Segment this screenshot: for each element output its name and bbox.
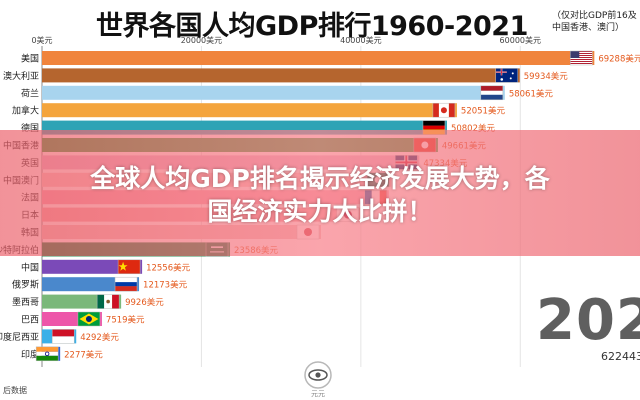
flag-ca-icon (432, 102, 456, 118)
value-label: 69288美元 (598, 54, 640, 65)
category-label: 澳大利亚 (3, 70, 39, 82)
value-label: 52051美元 (461, 106, 506, 117)
value-label: 12173美元 (143, 280, 188, 291)
bar-nl (42, 85, 505, 100)
value-label: 7519美元 (106, 315, 145, 326)
category-label: 中国 (21, 261, 39, 273)
category-label: 巴西 (21, 315, 39, 326)
bar-cn (42, 259, 143, 274)
value-label: 58061美元 (509, 88, 554, 99)
x-tick-label: 40000美元 (340, 35, 381, 45)
category-label: 荷兰 (21, 87, 39, 99)
category-label: 美国 (21, 53, 39, 65)
note-line-2: 中国香港、澳门） (552, 23, 625, 33)
value-label: 2277美元 (64, 349, 103, 360)
bar-ca (42, 103, 457, 118)
chart-title: 世界各国人均GDP排行1960-2021 (96, 11, 528, 42)
source-note: 后数据 (3, 386, 27, 395)
value-label: 59934美元 (524, 71, 569, 82)
bar-us (42, 51, 595, 65)
flag-mx-icon (96, 294, 120, 309)
bar-ru (42, 277, 140, 292)
flag-au-icon (495, 68, 519, 83)
year-display: 202 (536, 288, 640, 353)
category-label: 墨西哥 (12, 297, 39, 308)
total-value: 622443 (601, 350, 640, 363)
flag-id-icon (51, 329, 75, 344)
flag-nl-icon (480, 85, 504, 101)
note-line-1: （仅对比GDP前16及 (552, 11, 637, 21)
eye-logo-icon (304, 361, 332, 389)
flag-ru-icon (114, 276, 138, 292)
logo-caption: 元元 (311, 390, 325, 398)
chart-note: （仅对比GDP前16及 中国香港、澳门） (552, 10, 637, 34)
category-label: 印度尼西亚 (0, 331, 39, 343)
headline-text: 全球人均GDP排名揭示经济发展大势，各 国经济实力大比拼！ (30, 162, 610, 228)
headline-line-1: 全球人均GDP排名揭示经济发展大势，各 (90, 164, 550, 193)
headline-line-2: 国经济实力大比拼！ (207, 197, 433, 226)
flag-cn-icon (117, 259, 141, 275)
flag-us-icon (570, 50, 593, 66)
value-label: 12556美元 (146, 262, 191, 273)
category-label: 俄罗斯 (12, 279, 39, 291)
flag-br-icon (77, 311, 101, 327)
value-label: 50802美元 (451, 123, 496, 134)
x-tick-label: 0美元 (31, 35, 52, 45)
headline-overlay (0, 130, 640, 256)
category-label: 印度 (21, 348, 39, 360)
bar-au (42, 68, 520, 83)
value-label: 9926美元 (125, 297, 164, 308)
category-label: 加拿大 (12, 105, 39, 117)
flag-in-icon (35, 346, 59, 362)
x-tick-label: 60000美元 (500, 35, 541, 45)
value-label: 4292美元 (80, 332, 119, 343)
x-tick-label: 20000美元 (181, 35, 222, 45)
